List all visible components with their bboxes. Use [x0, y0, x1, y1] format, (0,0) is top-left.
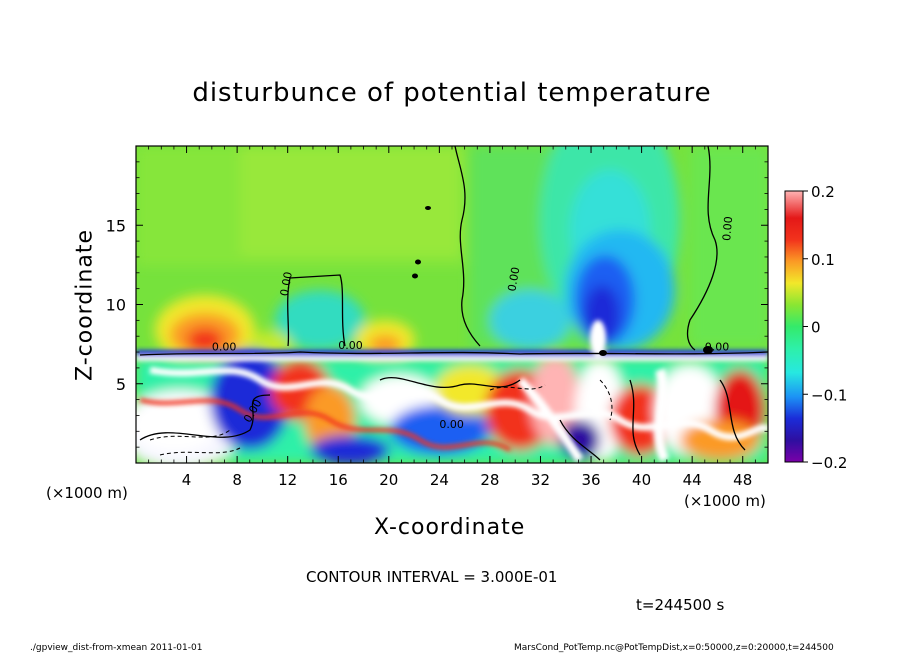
y-tick-label: 5 — [116, 375, 126, 394]
contour-label: 0.00 — [505, 266, 522, 292]
x-tick-label: 4 — [182, 471, 192, 489]
contour-label: 0.00 — [338, 339, 363, 352]
x-unit-left: (×1000 m) — [46, 484, 128, 502]
contour-label: 0.00 — [705, 340, 730, 353]
x-tick-label: 16 — [329, 471, 348, 489]
x-tick-label: 12 — [278, 471, 297, 489]
x-tick-label: 24 — [430, 471, 449, 489]
x-axis: 4 8 12 16 20 24 28 32 36 40 44 48 — [148, 146, 756, 489]
contour-label: 0.00 — [720, 216, 735, 242]
colorbar-tick-label: 0.1 — [811, 251, 835, 269]
y-tick-label: 15 — [106, 216, 126, 235]
x-tick-label: 8 — [232, 471, 242, 489]
x-tick-label: 32 — [531, 471, 550, 489]
x-tick-label: 28 — [480, 471, 499, 489]
colorbar-tick-label: −0.2 — [811, 454, 847, 472]
contour-label: 0.00 — [212, 340, 237, 353]
x-axis-label: X-coordinate — [374, 515, 526, 540]
colorbar-ticks: 0.2 0.1 0 −0.1 −0.2 — [803, 183, 847, 472]
colorbar-tick-label: 0.2 — [811, 183, 835, 201]
heatmap-field — [136, 146, 768, 463]
contour-blobs — [412, 206, 713, 356]
y-tick-label: 10 — [106, 296, 126, 315]
zero-contours — [139, 146, 768, 461]
footer-right: MarsCond_PotTemp.nc@PotTempDist,x=0:5000… — [514, 643, 834, 653]
chart-title: disturbunce of potential temperature — [192, 78, 712, 108]
x-tick-label: 20 — [379, 471, 398, 489]
colorbar-tick-label: −0.1 — [811, 386, 847, 404]
colorbar — [784, 190, 804, 463]
x-tick-label: 44 — [683, 471, 702, 489]
x-tick-label: 40 — [632, 471, 651, 489]
contour-label: 0.00 — [439, 418, 464, 431]
time-stamp: t=244500 s — [636, 596, 725, 614]
y-axis: 5 10 15 — [106, 161, 768, 448]
y-axis-label: Z-coordinate — [72, 229, 98, 381]
x-unit-right: (×1000 m) — [684, 492, 766, 510]
x-tick-label: 36 — [581, 471, 600, 489]
contour-label: 0.00 — [278, 271, 295, 297]
contour-labels: 0.000.000.000.000.000.000.000.00 — [212, 216, 735, 431]
x-tick-label: 48 — [733, 471, 752, 489]
footer-left: ./gpview_dist-from-xmean 2011-01-01 — [30, 643, 203, 653]
negative-contours — [149, 379, 613, 456]
colorbar-tick-label: 0 — [811, 319, 821, 337]
contour-interval: CONTOUR INTERVAL = 3.000E-01 — [306, 568, 558, 586]
